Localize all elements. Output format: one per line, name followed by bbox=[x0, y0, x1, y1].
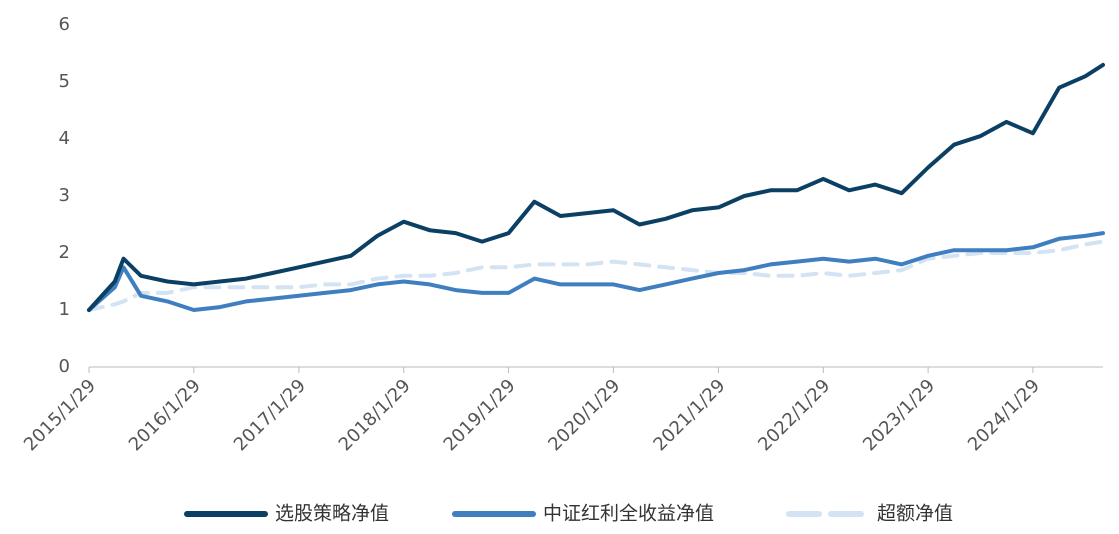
legend-label: 中证红利全收益净值 bbox=[543, 503, 714, 525]
x-tick-label: 2015/1/29 bbox=[20, 375, 100, 455]
series-line bbox=[87, 231, 1105, 312]
series-line bbox=[87, 239, 1105, 312]
series-line bbox=[87, 62, 1105, 312]
y-tick-label: 2 bbox=[59, 242, 70, 263]
x-tick-label: 2018/1/29 bbox=[335, 375, 415, 455]
y-tick-label: 4 bbox=[59, 128, 70, 149]
y-tick-label: 1 bbox=[59, 299, 70, 320]
y-tick-label: 6 bbox=[59, 14, 70, 35]
x-tick-label: 2024/1/29 bbox=[964, 375, 1044, 455]
x-tick-label: 2020/1/29 bbox=[544, 375, 624, 455]
legend-label: 超额净值 bbox=[877, 503, 953, 525]
x-tick-label: 2019/1/29 bbox=[440, 375, 520, 455]
y-tick-label: 0 bbox=[59, 356, 70, 377]
y-tick-label: 5 bbox=[59, 71, 70, 92]
x-tick-label: 2023/1/29 bbox=[859, 375, 939, 455]
x-tick-label: 2017/1/29 bbox=[230, 375, 310, 455]
y-tick-label: 3 bbox=[59, 185, 70, 206]
x-tick-label: 2016/1/29 bbox=[125, 375, 205, 455]
legend-label: 选股策略净值 bbox=[275, 503, 389, 525]
x-tick-label: 2022/1/29 bbox=[754, 375, 834, 455]
x-tick-label: 2021/1/29 bbox=[649, 375, 729, 455]
